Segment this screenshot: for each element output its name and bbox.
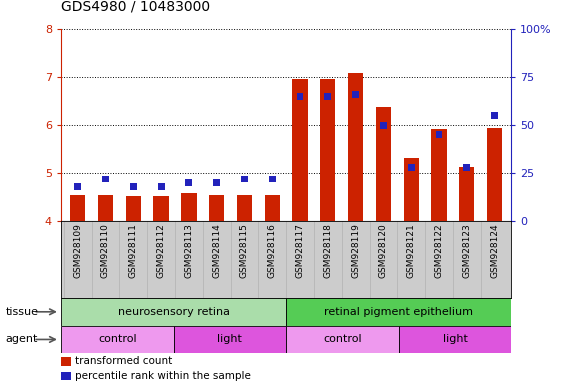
Bar [436, 131, 443, 138]
Bar [324, 93, 331, 100]
Text: GSM928122: GSM928122 [435, 223, 443, 278]
Bar [408, 164, 415, 171]
Text: GSM928112: GSM928112 [156, 223, 166, 278]
Bar [241, 175, 248, 182]
Bar [61, 372, 71, 380]
Text: GSM928110: GSM928110 [101, 223, 110, 278]
Bar [399, 326, 511, 353]
Bar [181, 194, 196, 221]
Bar [70, 195, 85, 221]
Bar [74, 183, 81, 190]
Text: GSM928118: GSM928118 [324, 223, 332, 278]
Text: neurosensory retina: neurosensory retina [117, 307, 229, 317]
Bar [459, 167, 475, 221]
Bar [174, 326, 286, 353]
Bar [404, 158, 419, 221]
Text: GSM928109: GSM928109 [73, 223, 82, 278]
Text: GDS4980 / 10483000: GDS4980 / 10483000 [61, 0, 210, 14]
Bar [380, 122, 387, 129]
Bar [286, 326, 399, 353]
Bar [264, 195, 280, 221]
Bar [296, 93, 303, 100]
Text: agent: agent [6, 334, 38, 344]
Bar [61, 298, 286, 326]
Text: control: control [98, 334, 137, 344]
Bar [348, 73, 363, 221]
Text: tissue: tissue [6, 307, 39, 317]
Bar [464, 164, 470, 171]
Bar [125, 196, 141, 221]
Bar [286, 298, 511, 326]
Text: light: light [443, 334, 468, 344]
Bar [98, 195, 113, 221]
Text: GSM928123: GSM928123 [462, 223, 471, 278]
Bar [209, 195, 224, 221]
Text: control: control [323, 334, 362, 344]
Text: GSM928114: GSM928114 [212, 223, 221, 278]
Bar [352, 91, 359, 98]
Text: GSM928115: GSM928115 [240, 223, 249, 278]
Text: percentile rank within the sample: percentile rank within the sample [76, 371, 251, 381]
Bar [237, 195, 252, 221]
Text: light: light [217, 334, 242, 344]
Bar [153, 196, 168, 221]
Bar [61, 357, 71, 366]
Bar [157, 183, 164, 190]
Text: GSM928120: GSM928120 [379, 223, 388, 278]
Bar [61, 326, 174, 353]
Text: GSM928124: GSM928124 [490, 223, 499, 278]
Text: GSM928119: GSM928119 [351, 223, 360, 278]
Bar [487, 127, 502, 221]
Bar [130, 183, 137, 190]
Text: GSM928121: GSM928121 [407, 223, 416, 278]
Bar [292, 79, 308, 221]
Bar [320, 79, 335, 221]
Bar [102, 175, 109, 182]
Bar [185, 179, 192, 186]
Bar [269, 175, 276, 182]
Text: GSM928113: GSM928113 [184, 223, 193, 278]
Bar [491, 112, 498, 119]
Text: GSM928111: GSM928111 [129, 223, 138, 278]
Bar [376, 107, 391, 221]
Bar [213, 179, 220, 186]
Bar [431, 129, 447, 221]
Text: GSM928116: GSM928116 [268, 223, 277, 278]
Text: GSM928117: GSM928117 [296, 223, 304, 278]
Text: retinal pigment epithelium: retinal pigment epithelium [324, 307, 473, 317]
Text: transformed count: transformed count [76, 356, 173, 366]
